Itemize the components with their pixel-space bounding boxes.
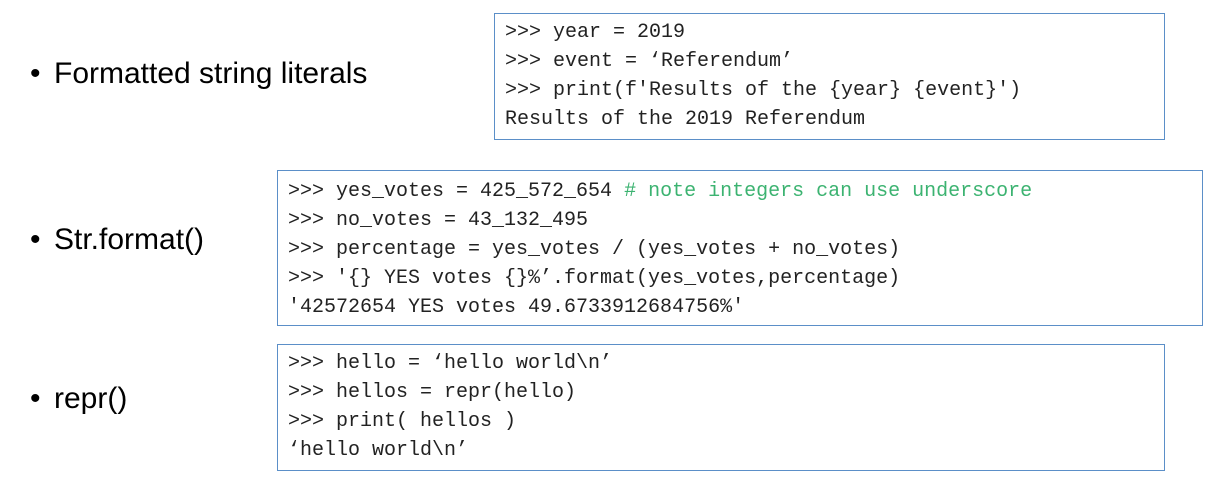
bullet-repr: • repr(): [30, 381, 127, 417]
code-line: >>> hellos = repr(hello): [288, 381, 577, 404]
code-line: >>> print( hellos ): [288, 410, 517, 433]
code-line: >>> no_votes = 43_132_495: [288, 209, 589, 232]
code-text: >>> yes_votes = 425_572_654: [288, 180, 625, 203]
code-line: ‘hello world\n’: [288, 439, 469, 462]
bullet-label: Str.format(): [54, 223, 205, 256]
bullet-formatted-string-literals: • Formatted string literals: [30, 56, 367, 92]
bullet-dot: •: [30, 57, 41, 90]
code-line: >>> event = ‘Referendum’: [505, 50, 794, 73]
bullet-label: repr(): [54, 382, 128, 415]
bullet-str-format: • Str.format(): [30, 222, 204, 258]
bullet-dot: •: [30, 223, 41, 256]
bullet-label: Formatted string literals: [54, 57, 368, 90]
code-line: '42572654 YES votes 49.6733912684756%': [288, 296, 745, 319]
bullet-dot: •: [30, 382, 41, 415]
repr-code-box: >>> hello = ‘hello world\n’ >>> hellos =…: [277, 344, 1165, 471]
code-comment: # note integers can use underscore: [624, 180, 1033, 203]
code-line: >>> '{} YES votes {}%’.format(yes_votes,…: [288, 267, 901, 290]
code-line: Results of the 2019 Referendum: [505, 108, 866, 131]
code-line: >>> percentage = yes_votes / (yes_votes …: [288, 238, 901, 261]
code-line: >>> yes_votes = 425_572_654 # note integ…: [288, 177, 1192, 206]
code-line: >>> print(f'Results of the {year} {event…: [505, 79, 1022, 102]
format-code-box: >>> yes_votes = 425_572_654 # note integ…: [277, 170, 1203, 326]
code-line: >>> hello = ‘hello world\n’: [288, 352, 613, 375]
fstring-code-box: >>> year = 2019 >>> event = ‘Referendum’…: [494, 13, 1165, 140]
code-line: >>> year = 2019: [505, 21, 686, 44]
